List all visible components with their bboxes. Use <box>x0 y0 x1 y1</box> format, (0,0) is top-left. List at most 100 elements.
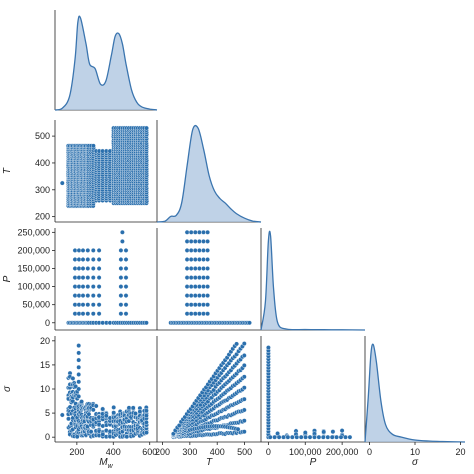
data-point <box>285 434 291 440</box>
panel-2-1 <box>156 228 261 331</box>
data-point <box>188 247 194 253</box>
data-point <box>72 266 78 271</box>
data-point <box>201 275 206 280</box>
kde-area <box>55 16 157 111</box>
data-point <box>184 247 190 253</box>
data-point <box>76 350 82 356</box>
y-axis-label: P <box>2 275 13 282</box>
panel-1-1 <box>156 120 262 223</box>
data-point <box>201 229 206 235</box>
data-point <box>192 247 198 253</box>
data-point <box>188 266 194 271</box>
data-point <box>201 266 206 271</box>
data-point <box>184 238 190 244</box>
data-point <box>76 284 82 289</box>
y-tick-label: 150,000 <box>17 264 50 274</box>
data-point <box>184 266 190 271</box>
data-point <box>93 403 99 409</box>
data-point <box>96 257 102 262</box>
y-tick-label: 300 <box>35 185 50 195</box>
y-tick-label: 500 <box>35 131 50 141</box>
x-tick-label: 600 <box>142 447 157 457</box>
data-point <box>289 434 295 440</box>
x-tick-label: 20 <box>455 447 465 457</box>
kde-line <box>260 230 366 331</box>
data-point <box>85 302 91 308</box>
panel-0-0 <box>54 10 158 111</box>
data-point <box>76 364 82 370</box>
kde-line <box>156 124 262 223</box>
data-point <box>339 428 345 433</box>
data-point <box>298 434 304 440</box>
data-point <box>67 404 73 410</box>
data-point <box>334 434 339 440</box>
data-point <box>329 434 335 440</box>
kde-line <box>364 343 466 443</box>
data-point <box>96 302 102 308</box>
data-point <box>79 399 85 404</box>
data-point <box>100 431 106 437</box>
data-point <box>118 266 124 271</box>
data-point <box>321 429 327 435</box>
data-point <box>124 434 130 440</box>
data-point <box>201 302 206 308</box>
data-point <box>196 284 202 289</box>
data-point <box>118 302 124 308</box>
data-point <box>118 257 124 262</box>
data-point <box>80 247 86 253</box>
data-point <box>241 418 247 424</box>
data-point <box>272 434 277 440</box>
x-tick-label: 200 <box>155 447 170 457</box>
data-point <box>188 238 194 244</box>
data-point <box>76 302 82 308</box>
data-point <box>143 320 149 326</box>
y-tick-label: 5 <box>45 408 50 418</box>
panel-3-2: 0 100,000 200,000 <box>260 336 365 457</box>
data-point <box>241 341 247 346</box>
data-point <box>347 434 353 440</box>
data-point <box>338 434 344 440</box>
y-axis-label: σ <box>2 385 13 392</box>
data-point <box>184 302 190 308</box>
data-point <box>118 311 124 317</box>
data-point <box>241 396 247 402</box>
data-point <box>76 372 82 377</box>
data-point <box>80 257 86 262</box>
data-point <box>241 429 247 435</box>
data-point <box>76 343 82 348</box>
data-point <box>76 393 82 399</box>
data-point <box>196 275 202 280</box>
data-point <box>241 407 247 413</box>
panel-3-3: 0 10 20 <box>364 336 466 457</box>
data-point <box>205 293 211 298</box>
y-tick-label: 10 <box>40 384 50 394</box>
x-tick-label: 500 <box>237 447 252 457</box>
data-point <box>143 408 149 414</box>
data-point <box>90 247 96 253</box>
data-point <box>192 257 198 262</box>
data-point <box>90 257 96 262</box>
data-point <box>66 416 71 422</box>
data-point <box>267 434 273 440</box>
y-tick-label: 15 <box>40 360 50 370</box>
panel-2-0: 0 50,000 100,000 150,000 200,000 250,000 <box>17 227 157 331</box>
data-point <box>325 434 331 440</box>
data-point <box>205 275 211 280</box>
data-point <box>76 275 82 280</box>
panel-3-1: 200 300 400 500 <box>155 336 261 457</box>
data-point <box>143 413 149 418</box>
data-point <box>80 302 86 308</box>
panel-1-0: 200 300 400 500 <box>35 120 157 223</box>
y-tick-label: 250,000 <box>17 227 50 237</box>
data-point <box>205 247 211 253</box>
data-point <box>85 284 91 289</box>
data-point <box>241 362 247 368</box>
x-axis-label: Mw <box>99 457 113 470</box>
y-tick-label: 0 <box>45 318 50 328</box>
data-point <box>72 257 78 262</box>
data-point <box>201 257 206 262</box>
data-point <box>80 293 86 298</box>
data-point <box>72 247 78 253</box>
data-point <box>192 311 198 317</box>
data-point <box>96 293 102 298</box>
